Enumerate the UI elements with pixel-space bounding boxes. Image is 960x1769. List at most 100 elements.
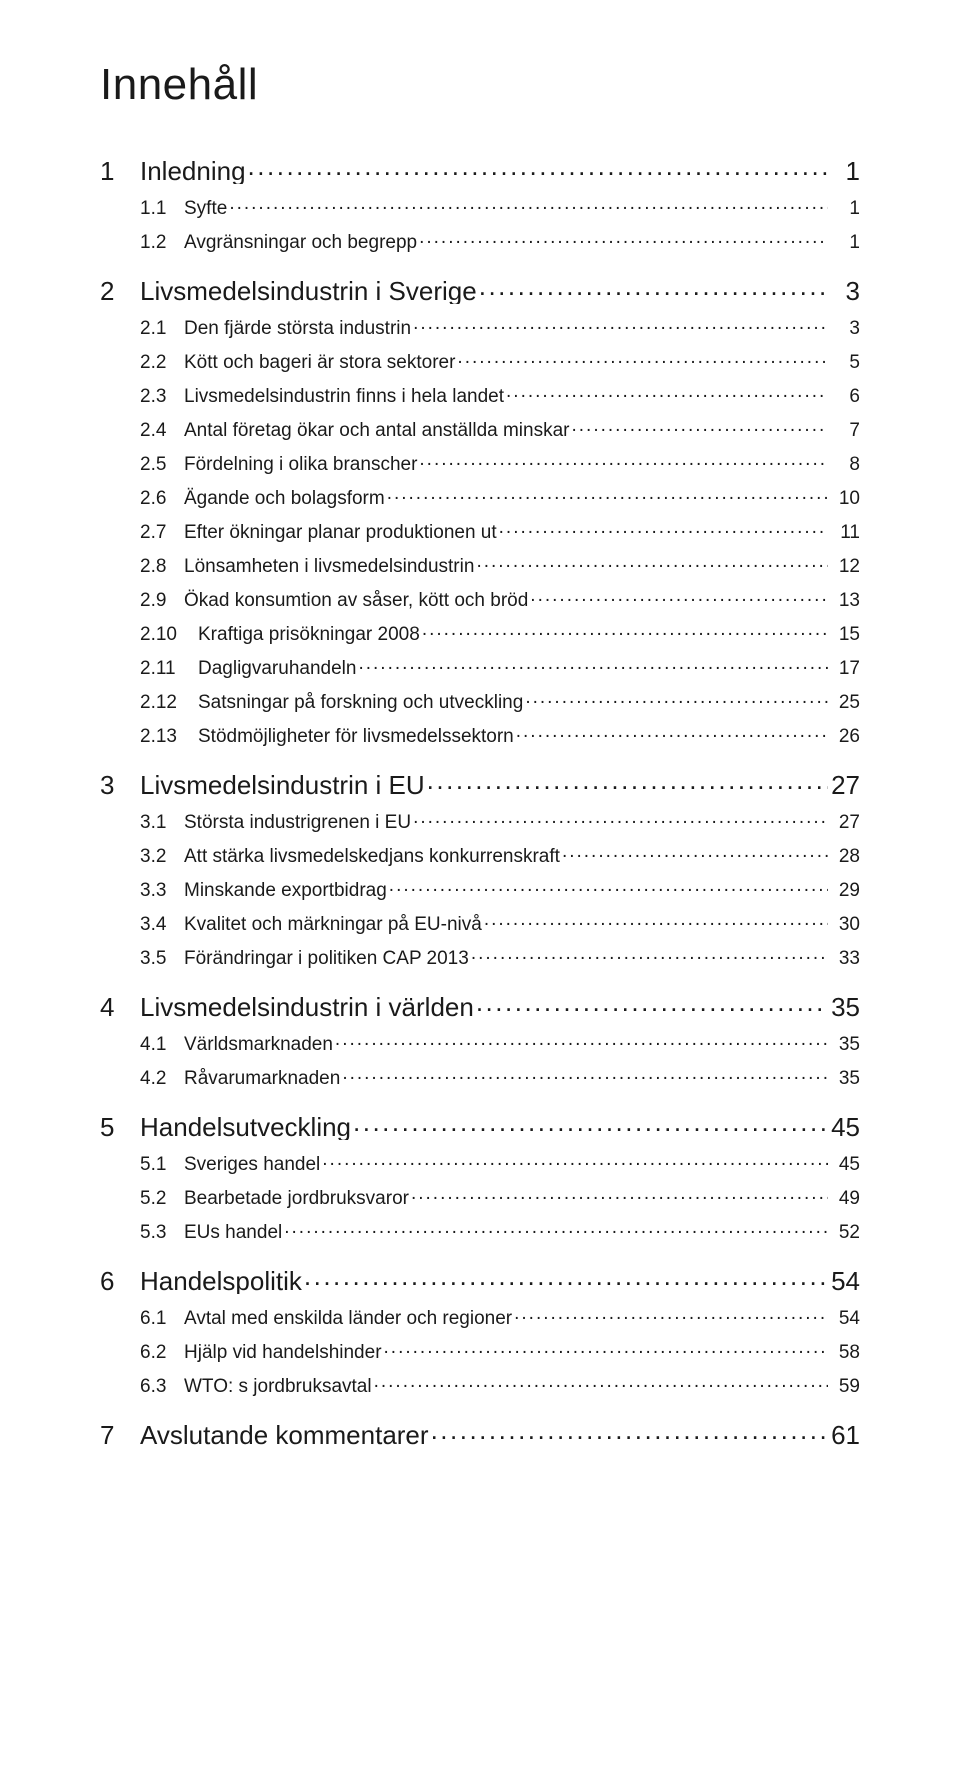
toc-label: WTO: s jordbruksavtal — [184, 1377, 372, 1396]
toc-chapter: 5Handelsutveckling45 — [100, 1110, 860, 1140]
toc-section: 4.1Världsmarknaden35 — [100, 1031, 860, 1054]
toc-label: Kött och bageri är stora sektorer — [184, 353, 455, 372]
toc-number: 3.4 — [140, 915, 184, 934]
toc-page: 1 — [830, 199, 860, 218]
toc-page: 30 — [830, 915, 860, 934]
toc-number: 2.6 — [140, 489, 184, 508]
toc-page: 15 — [830, 625, 860, 644]
toc-leader — [358, 655, 828, 674]
toc-number: 2 — [100, 278, 140, 304]
toc-label: Avtal med enskilda länder och regioner — [184, 1309, 512, 1328]
toc-chapter: 1Inledning1 — [100, 154, 860, 184]
toc-page: 35 — [830, 994, 860, 1020]
toc-label: Handelspolitik — [140, 1268, 302, 1294]
toc-section: 3.1Största industrigrenen i EU27 — [100, 809, 860, 832]
toc-label: Största industrigrenen i EU — [184, 813, 411, 832]
toc-section: 2.4Antal företag ökar och antal anställd… — [100, 417, 860, 440]
toc-label: Inledning — [140, 158, 246, 184]
toc-section: 6.2Hjälp vid handelshinder 58 — [100, 1339, 860, 1362]
toc-section: 4.2Råvarumarknaden35 — [100, 1065, 860, 1088]
toc-section: 6.3WTO: s jordbruksavtal59 — [100, 1373, 860, 1396]
toc-label: Lönsamheten i livsmedelsindustrin — [184, 557, 474, 576]
toc-leader — [530, 587, 828, 606]
toc-label: Ägande och bolagsform — [184, 489, 385, 508]
toc-label: Fördelning i olika branscher — [184, 455, 417, 474]
toc-leader — [457, 349, 828, 368]
toc-section: 5.1Sveriges handel 45 — [100, 1151, 860, 1174]
toc-label: Råvarumarknaden — [184, 1069, 340, 1088]
toc-chapter: 2Livsmedelsindustrin i Sverige3 — [100, 274, 860, 304]
toc-page: 45 — [830, 1155, 860, 1174]
toc-leader — [431, 1418, 828, 1444]
toc-chapter: 6Handelspolitik54 — [100, 1264, 860, 1294]
toc-leader — [284, 1219, 828, 1238]
toc-leader — [229, 195, 828, 214]
toc-page: 3 — [830, 319, 860, 338]
toc-section: 2.2Kött och bageri är stora sektorer 5 — [100, 349, 860, 372]
toc-label: Kraftiga prisökningar 2008 — [198, 625, 420, 644]
toc-number: 5.3 — [140, 1223, 184, 1242]
toc-leader — [342, 1065, 828, 1084]
toc-number: 2.8 — [140, 557, 184, 576]
toc-leader — [484, 911, 828, 930]
toc-section: 2.7Efter ökningar planar produktionen ut… — [100, 519, 860, 542]
toc-leader — [514, 1305, 828, 1324]
toc-leader — [479, 274, 828, 300]
toc-number: 5.1 — [140, 1155, 184, 1174]
toc-section: 2.9Ökad konsumtion av såser, kött och br… — [100, 587, 860, 610]
toc-number: 6.2 — [140, 1343, 184, 1362]
toc-leader — [422, 621, 828, 640]
toc-label: Hjälp vid handelshinder — [184, 1343, 382, 1362]
toc-page: 58 — [830, 1343, 860, 1362]
toc-section: 2.13Stödmöjligheter för livsmedelssektor… — [100, 723, 860, 746]
toc-section: 2.1Den fjärde största industrin 3 — [100, 315, 860, 338]
toc-number: 7 — [100, 1422, 140, 1448]
toc-number: 3 — [100, 772, 140, 798]
toc-leader — [248, 154, 828, 180]
toc-label: Antal företag ökar och antal anställda m… — [184, 421, 570, 440]
toc-page: 54 — [830, 1309, 860, 1328]
toc-leader — [525, 689, 828, 708]
toc-number: 2.10 — [140, 625, 198, 644]
toc-section: 2.8Lönsamheten i livsmedelsindustrin 12 — [100, 553, 860, 576]
toc-section: 2.3Livsmedelsindustrin finns i hela land… — [100, 383, 860, 406]
toc-section: 3.2Att stärka livsmedelskedjans konkurre… — [100, 843, 860, 866]
toc-number: 3.2 — [140, 847, 184, 866]
toc-page: 27 — [830, 772, 860, 798]
toc-page: 1 — [830, 158, 860, 184]
toc-section: 3.3Minskande exportbidrag29 — [100, 877, 860, 900]
toc-number: 4.2 — [140, 1069, 184, 1088]
toc-leader — [516, 723, 828, 742]
toc-page: 52 — [830, 1223, 860, 1242]
toc-label: Minskande exportbidrag — [184, 881, 387, 900]
toc-page: 10 — [830, 489, 860, 508]
toc-number: 2.5 — [140, 455, 184, 474]
toc-number: 2.13 — [140, 727, 198, 746]
toc-number: 2.1 — [140, 319, 184, 338]
toc-leader — [471, 945, 828, 964]
toc-section: 2.6Ägande och bolagsform 10 — [100, 485, 860, 508]
toc-label: Syfte — [184, 199, 227, 218]
toc-leader — [413, 315, 828, 334]
toc-page: 45 — [830, 1114, 860, 1140]
toc-page: 26 — [830, 727, 860, 746]
toc-leader — [387, 485, 828, 504]
toc-label: Den fjärde största industrin — [184, 319, 411, 338]
toc-page: 12 — [830, 557, 860, 576]
toc-number: 2.9 — [140, 591, 184, 610]
toc-label: Dagligvaruhandeln — [198, 659, 356, 678]
toc-label: Att stärka livsmedelskedjans konkurrensk… — [184, 847, 560, 866]
toc-number: 2.2 — [140, 353, 184, 372]
toc-leader — [384, 1339, 828, 1358]
toc-page: 8 — [830, 455, 860, 474]
toc-leader — [419, 229, 828, 248]
toc-page: 17 — [830, 659, 860, 678]
table-of-contents: 1Inledning11.1Syfte11.2Avgränsningar och… — [100, 154, 860, 1448]
toc-number: 2.11 — [140, 659, 198, 678]
toc-label: Kvalitet och märkningar på EU-nivå — [184, 915, 482, 934]
toc-page: 5 — [830, 353, 860, 372]
toc-label: Sveriges handel — [184, 1155, 320, 1174]
toc-number: 4.1 — [140, 1035, 184, 1054]
toc-label: Världsmarknaden — [184, 1035, 333, 1054]
toc-section: 3.4Kvalitet och märkningar på EU-nivå 30 — [100, 911, 860, 934]
